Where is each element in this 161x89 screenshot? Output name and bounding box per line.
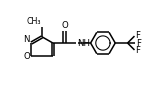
Text: NH: NH (77, 39, 90, 48)
Text: O: O (61, 21, 68, 30)
Text: N: N (23, 35, 30, 44)
Text: F: F (135, 46, 140, 55)
Text: O: O (23, 52, 30, 61)
Text: CH₃: CH₃ (27, 17, 41, 26)
Text: F: F (136, 39, 141, 48)
Text: F: F (135, 31, 140, 40)
